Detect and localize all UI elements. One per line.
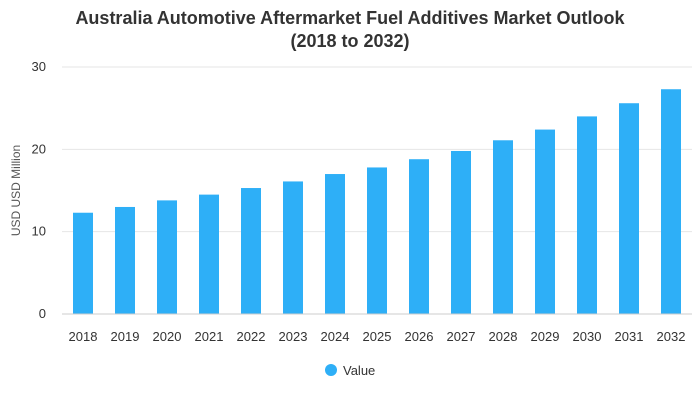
x-tick-label: 2020 [153, 329, 182, 344]
bar [409, 159, 429, 314]
bar [157, 200, 177, 314]
y-tick-label: 10 [32, 224, 46, 239]
y-tick-label: 20 [32, 141, 46, 156]
bar [115, 206, 135, 314]
x-tick-label: 2021 [195, 329, 224, 344]
bar [283, 181, 303, 314]
bar [535, 129, 555, 314]
chart-title-line1: Australia Automotive Aftermarket Fuel Ad… [75, 8, 625, 28]
chart-title: Australia Automotive Aftermarket Fuel Ad… [0, 7, 700, 53]
x-tick-label: 2029 [531, 329, 560, 344]
x-tick-label: 2028 [489, 329, 518, 344]
bar [661, 89, 681, 314]
bar [493, 140, 513, 314]
x-tick-label: 2024 [321, 329, 350, 344]
legend: Value [325, 363, 375, 378]
x-tick-label: 2027 [447, 329, 476, 344]
legend-label-value: Value [343, 363, 375, 378]
bar [451, 150, 471, 314]
x-tick-label: 2018 [69, 329, 98, 344]
x-tick-label: 2026 [405, 329, 434, 344]
x-tick-label: 2023 [279, 329, 308, 344]
bar [367, 167, 387, 314]
x-tick-label: 2025 [363, 329, 392, 344]
bar [241, 188, 261, 314]
y-axis-title: USD USD Million [9, 145, 23, 236]
bar [73, 212, 93, 314]
y-tick-label: 30 [32, 59, 46, 74]
x-tick-label: 2022 [237, 329, 266, 344]
chart-title-line2: (2018 to 2032) [290, 31, 410, 51]
bar [325, 174, 345, 314]
bar [577, 116, 597, 315]
x-tick-label: 2031 [615, 329, 644, 344]
legend-marker [325, 364, 337, 376]
x-tick-label: 2019 [111, 329, 140, 344]
bar [199, 194, 219, 314]
x-tick-label: 2032 [657, 329, 686, 344]
y-tick-label: 0 [39, 306, 46, 321]
bar [619, 103, 639, 314]
x-tick-label: 2030 [573, 329, 602, 344]
